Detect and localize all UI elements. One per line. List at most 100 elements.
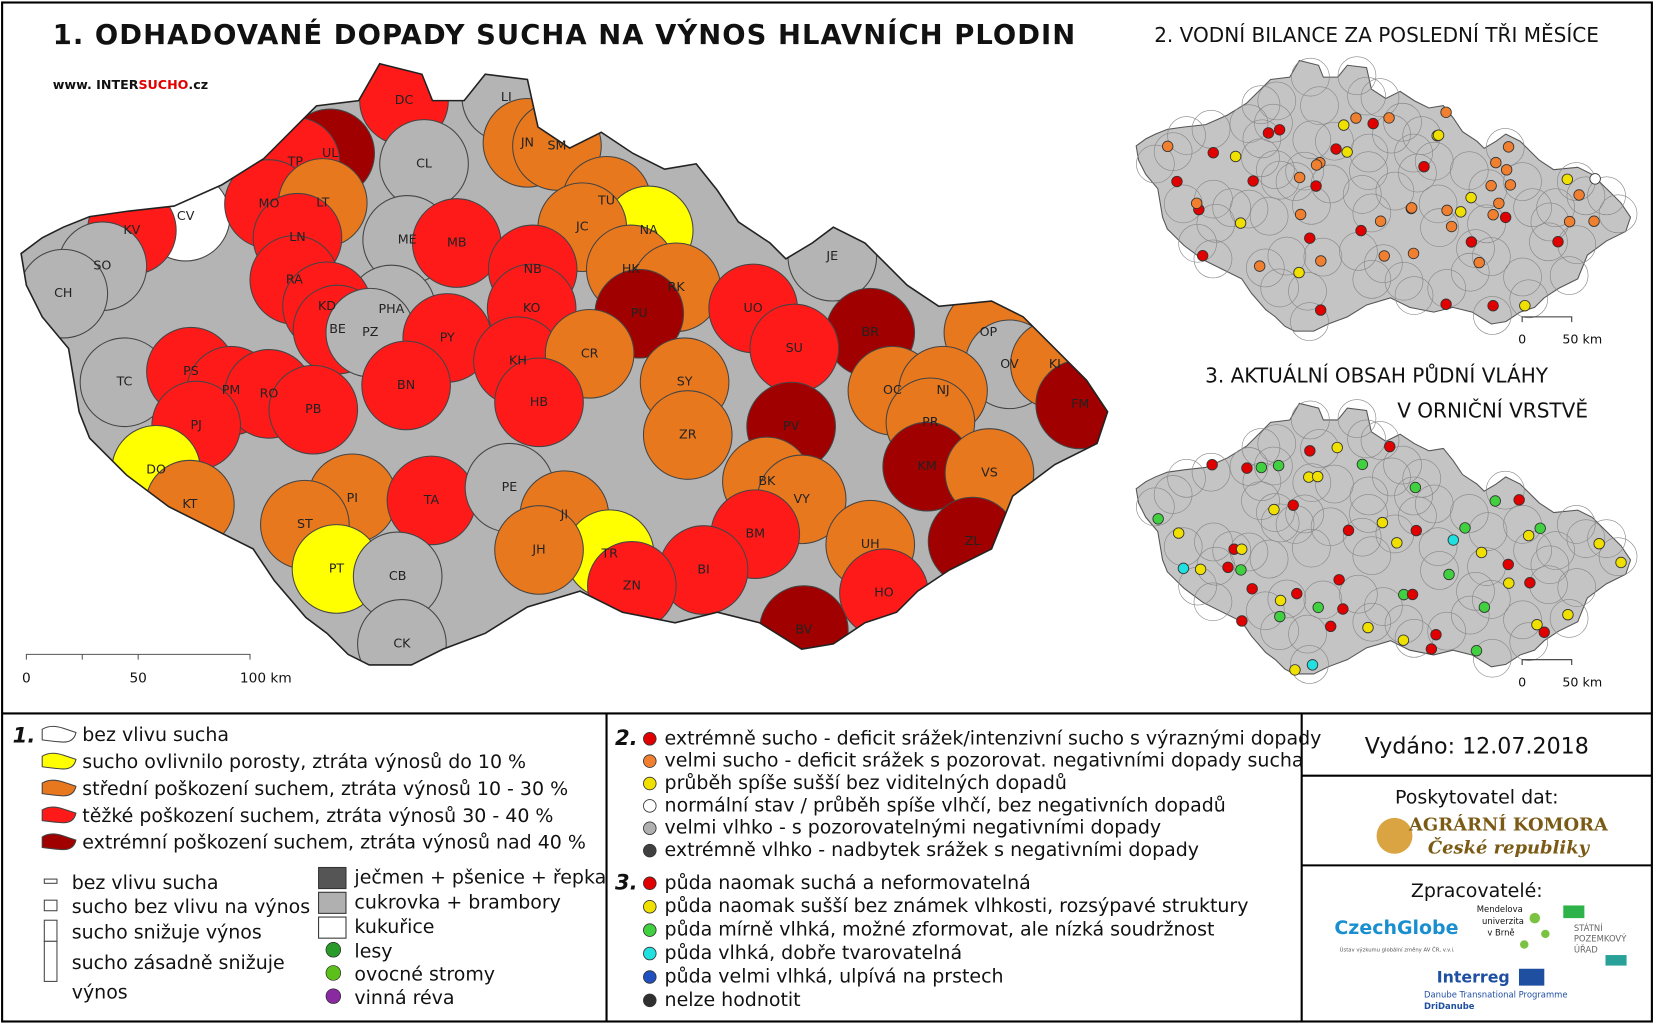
station-point bbox=[1519, 299, 1531, 312]
legend-number: 2. bbox=[615, 725, 638, 750]
district-border bbox=[1291, 57, 1330, 97]
station-point bbox=[1262, 127, 1275, 139]
district-border bbox=[1300, 86, 1339, 125]
symbol-icon bbox=[325, 942, 342, 958]
district-border bbox=[1260, 268, 1299, 308]
legend-label: velmi vlhko - s pozorovatelnými negativn… bbox=[665, 817, 1162, 839]
district-border bbox=[1503, 257, 1542, 297]
station-point bbox=[1397, 634, 1410, 646]
district-label: DO bbox=[146, 461, 166, 476]
station-point bbox=[1465, 191, 1477, 204]
district-border bbox=[1398, 153, 1437, 193]
district-border bbox=[1418, 184, 1458, 224]
spu-logo: POZEMKOVÝ bbox=[1574, 933, 1627, 944]
district-border bbox=[1375, 171, 1415, 211]
district-border bbox=[1167, 116, 1206, 155]
district-label: PB bbox=[305, 401, 321, 416]
station-point bbox=[1561, 173, 1574, 185]
legend-dot bbox=[643, 970, 657, 984]
station-point bbox=[1291, 587, 1303, 600]
station-point bbox=[1407, 247, 1420, 260]
interreg-logo: Interreg bbox=[1437, 968, 1510, 987]
legend-label: bez vlivu sucha bbox=[82, 724, 229, 746]
station-point bbox=[1235, 564, 1247, 576]
district-border bbox=[1303, 580, 1343, 620]
district-label: CR bbox=[581, 345, 599, 360]
station-point bbox=[1315, 255, 1327, 267]
district-label: RO bbox=[260, 385, 279, 400]
district-label: OC bbox=[883, 382, 902, 397]
district-border bbox=[1167, 459, 1206, 498]
district-border bbox=[1360, 421, 1400, 460]
district-label: PM bbox=[222, 382, 241, 397]
spu-logo bbox=[1563, 905, 1585, 919]
district-label: KD bbox=[318, 298, 336, 313]
scale-label: 0 bbox=[1518, 674, 1526, 689]
district-border bbox=[1472, 296, 1512, 335]
district-border bbox=[1178, 223, 1217, 263]
district-border bbox=[1342, 175, 1382, 214]
district-border bbox=[1291, 400, 1330, 440]
district-label: VY bbox=[793, 491, 810, 506]
station-point bbox=[1538, 626, 1550, 638]
district-label: PZ bbox=[362, 324, 379, 339]
station-point bbox=[1465, 236, 1478, 248]
station-point bbox=[1152, 513, 1164, 525]
district-border bbox=[1292, 528, 1331, 568]
station-point bbox=[1206, 458, 1218, 471]
legend-label: půda naomak suchá a neformovatelná bbox=[665, 872, 1031, 894]
district-label: SY bbox=[677, 374, 693, 389]
station-point bbox=[1222, 561, 1234, 573]
legend-label: lesy bbox=[354, 940, 392, 962]
district-label: CV bbox=[177, 208, 195, 223]
provider-logo bbox=[1376, 817, 1413, 854]
district-border bbox=[1549, 599, 1589, 638]
district-border bbox=[1472, 237, 1511, 276]
district-label: BN bbox=[397, 377, 415, 392]
district-label: TU bbox=[597, 192, 615, 207]
station-point bbox=[1304, 445, 1316, 457]
bar-size-glyph bbox=[43, 878, 58, 884]
interreg-programme: Danube Transnational Programme bbox=[1424, 990, 1568, 1000]
legend-label: sucho ovlivnilo porosty, ztráta výnosů d… bbox=[82, 751, 526, 773]
district-border bbox=[1267, 579, 1307, 619]
district-border bbox=[1285, 494, 1324, 534]
district-border bbox=[1315, 464, 1354, 504]
district-label: LI bbox=[501, 89, 512, 104]
station-point bbox=[1374, 215, 1387, 227]
legend-number: 3. bbox=[615, 869, 638, 894]
station-point bbox=[1229, 150, 1242, 163]
legend-label: půda naomak sušší bez známek vlhkosti, r… bbox=[665, 895, 1249, 917]
station-point bbox=[1342, 524, 1355, 537]
legend-label: průběh spíše sušší bez viditelných dopad… bbox=[665, 772, 1067, 794]
district-border bbox=[1383, 445, 1422, 485]
district-border bbox=[1196, 204, 1236, 243]
station-point bbox=[1273, 124, 1286, 136]
station-point bbox=[1289, 664, 1301, 676]
crop-swatch bbox=[318, 866, 347, 890]
district-label: ZN bbox=[623, 577, 641, 592]
scale-bar bbox=[25, 653, 251, 660]
station-point bbox=[1504, 179, 1517, 191]
district-label: JC bbox=[575, 219, 589, 234]
country-outline bbox=[20, 62, 1109, 666]
station-point bbox=[1615, 556, 1627, 569]
station-point bbox=[1294, 208, 1307, 221]
station-point bbox=[1171, 175, 1183, 188]
district-border bbox=[1249, 196, 1289, 236]
district-label: PT bbox=[329, 560, 345, 575]
spu-logo: STÁTNÍ bbox=[1574, 922, 1603, 933]
station-point bbox=[1272, 459, 1285, 472]
station-point bbox=[1524, 577, 1536, 589]
legend-label: ječmen + pšenice + řepka bbox=[353, 867, 606, 889]
district-border bbox=[1242, 119, 1282, 159]
district-label: UO bbox=[744, 300, 763, 315]
district-label: JE bbox=[825, 248, 838, 263]
district-border bbox=[1587, 176, 1626, 216]
district-border bbox=[1485, 470, 1525, 510]
station-point bbox=[1376, 516, 1389, 529]
scale-label: 0 bbox=[22, 671, 31, 687]
district-border bbox=[1212, 188, 1251, 227]
district-label: KH bbox=[509, 353, 527, 368]
station-point bbox=[1331, 441, 1343, 454]
